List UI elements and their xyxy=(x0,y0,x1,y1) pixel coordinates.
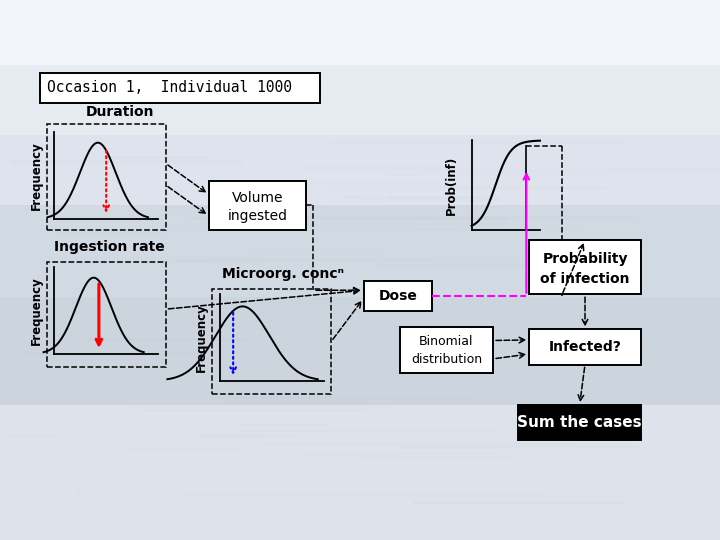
Bar xyxy=(202,436,287,440)
Bar xyxy=(211,396,474,399)
Bar xyxy=(0,135,720,205)
Bar xyxy=(400,369,658,373)
Bar xyxy=(423,168,720,172)
Bar xyxy=(204,257,438,260)
Bar xyxy=(0,0,720,65)
Bar xyxy=(420,216,636,219)
FancyBboxPatch shape xyxy=(529,329,641,364)
Bar xyxy=(344,196,483,199)
Bar xyxy=(198,214,434,218)
Text: Binomial: Binomial xyxy=(419,335,474,348)
Text: of infection: of infection xyxy=(540,272,630,286)
Bar xyxy=(176,259,482,262)
Bar xyxy=(0,205,720,297)
Bar xyxy=(328,186,607,189)
Bar xyxy=(281,289,377,292)
FancyBboxPatch shape xyxy=(529,240,641,294)
Bar xyxy=(57,231,164,234)
Text: Frequency: Frequency xyxy=(30,276,42,345)
Bar xyxy=(359,369,663,373)
Bar xyxy=(212,326,554,329)
Text: Dose: Dose xyxy=(379,289,417,302)
Bar xyxy=(387,198,500,201)
Text: Sum the cases: Sum the cases xyxy=(517,415,642,430)
Bar xyxy=(161,260,261,263)
Bar xyxy=(374,264,577,267)
Bar xyxy=(153,223,505,226)
Bar xyxy=(0,297,720,405)
FancyBboxPatch shape xyxy=(209,181,306,230)
Bar xyxy=(353,228,455,231)
Bar xyxy=(181,457,531,460)
Bar xyxy=(356,455,518,458)
Bar xyxy=(259,442,582,446)
Bar xyxy=(386,173,608,176)
Text: Microorg. concⁿ: Microorg. concⁿ xyxy=(222,267,343,281)
Bar xyxy=(261,182,451,185)
Bar xyxy=(22,353,201,356)
Bar xyxy=(143,323,256,326)
Bar xyxy=(0,65,720,135)
Bar xyxy=(167,206,323,209)
Bar xyxy=(127,403,390,407)
Bar xyxy=(87,338,248,341)
Bar xyxy=(418,228,584,232)
Text: Probability: Probability xyxy=(542,252,628,266)
Bar xyxy=(188,493,546,496)
Bar xyxy=(3,434,302,437)
Text: Volume: Volume xyxy=(232,191,283,205)
Bar xyxy=(56,438,265,441)
Bar xyxy=(400,446,639,449)
Text: Prob(inf): Prob(inf) xyxy=(445,156,458,214)
Bar xyxy=(242,300,401,303)
Bar xyxy=(251,247,381,251)
Bar xyxy=(78,494,219,497)
Bar xyxy=(414,501,625,504)
Bar xyxy=(360,345,634,348)
FancyBboxPatch shape xyxy=(518,405,641,440)
Bar xyxy=(57,423,324,426)
Bar xyxy=(176,429,494,432)
Bar xyxy=(143,409,365,412)
FancyBboxPatch shape xyxy=(40,73,320,103)
Text: distribution: distribution xyxy=(411,353,482,366)
Bar xyxy=(301,452,501,455)
Bar xyxy=(76,489,163,492)
Text: Duration: Duration xyxy=(85,105,154,119)
Bar xyxy=(222,400,368,403)
Bar xyxy=(202,206,500,209)
Bar xyxy=(312,476,517,479)
FancyBboxPatch shape xyxy=(364,281,432,310)
Bar xyxy=(122,255,384,259)
Text: Frequency: Frequency xyxy=(195,303,208,372)
Bar xyxy=(11,160,243,164)
Text: ingested: ingested xyxy=(228,209,287,223)
Bar xyxy=(0,405,720,540)
Bar xyxy=(22,195,361,198)
Text: Frequency: Frequency xyxy=(30,141,42,210)
Text: Occasion 1,  Individual 1000: Occasion 1, Individual 1000 xyxy=(47,80,292,95)
Bar xyxy=(156,272,253,275)
Bar xyxy=(302,166,451,170)
Bar xyxy=(329,141,627,144)
Bar xyxy=(194,239,345,242)
FancyBboxPatch shape xyxy=(400,327,493,373)
Bar xyxy=(396,469,534,472)
Bar xyxy=(189,217,509,220)
Bar xyxy=(138,361,355,364)
Bar xyxy=(240,424,330,427)
Bar xyxy=(123,447,239,450)
Bar xyxy=(104,156,212,159)
Text: Ingestion rate: Ingestion rate xyxy=(54,240,165,254)
Text: Infected?: Infected? xyxy=(549,340,621,354)
